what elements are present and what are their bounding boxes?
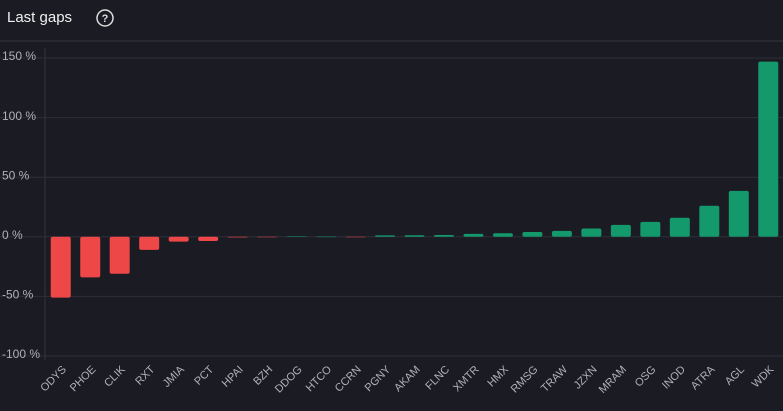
bar <box>728 190 749 237</box>
bar <box>640 221 661 237</box>
bar <box>522 232 543 237</box>
bar <box>50 236 71 298</box>
help-icon[interactable]: ? <box>96 9 114 27</box>
bar <box>375 235 396 237</box>
bar <box>551 230 572 237</box>
bar <box>463 233 484 237</box>
help-circle[interactable] <box>96 9 114 27</box>
bar <box>257 236 278 238</box>
bar <box>492 233 513 237</box>
bar <box>610 224 631 237</box>
bar <box>109 236 130 274</box>
y-tick-label: 150 % <box>2 49 36 63</box>
chart-title: Last gaps <box>7 9 72 26</box>
bar <box>227 236 248 238</box>
bar <box>198 236 219 241</box>
bar <box>139 236 160 250</box>
y-tick-label: -50 % <box>2 288 34 302</box>
bar <box>669 217 690 237</box>
bar <box>581 228 602 237</box>
y-tick-label: -100 % <box>2 347 40 361</box>
bar <box>80 236 101 278</box>
y-tick-label: 0 % <box>2 228 23 242</box>
bar <box>316 236 337 238</box>
bar <box>433 235 454 237</box>
bar <box>758 61 779 237</box>
y-tick-label: 50 % <box>2 168 30 182</box>
help-mark[interactable]: ? <box>102 13 109 25</box>
bar <box>286 236 307 237</box>
bar <box>699 205 720 237</box>
y-tick-label: 100 % <box>2 109 36 123</box>
bar <box>168 236 189 242</box>
bar <box>345 236 366 238</box>
bar <box>404 235 425 237</box>
